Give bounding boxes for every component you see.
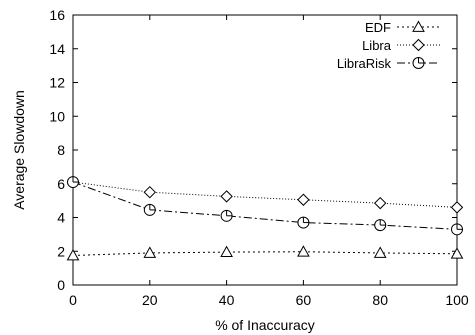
y-axis-label: Average Slowdown [11,90,27,210]
x-tick-label: 0 [69,292,77,308]
legend-label-librarisk: LibraRisk [337,56,392,71]
data-point-edf [143,246,157,258]
series-libra [66,175,464,214]
data-point-edf [297,245,310,257]
x-tick-label: 100 [445,292,469,308]
legend-marker-edf [412,20,425,32]
data-point-edf [66,248,80,261]
y-tick-label: 16 [49,7,65,23]
legend-label-edf: EDF [365,20,391,35]
x-tick-label: 60 [296,292,312,308]
y-tick-label: 0 [57,277,65,293]
y-tick-label: 6 [57,176,65,192]
data-point-edf [373,246,387,258]
ticks: 0 2 4 6 8 10 12 14 16 0 20 40 60 80 100 [49,7,468,308]
legend-item-libra: Libra [362,38,440,53]
data-point-edf [220,245,233,257]
series-line-edf [72,251,458,256]
y-tick-label: 10 [49,108,65,124]
legend-item-librarisk: LibraRisk [337,56,440,71]
y-tick-label: 4 [57,210,65,226]
y-tick-label: 12 [49,75,65,91]
series-edf [66,245,464,261]
x-tick-label: 80 [372,292,388,308]
legend-label-libra: Libra [362,38,392,53]
x-axis-label: % of Inaccuracy [215,317,315,333]
data-point-libra [297,193,310,206]
data-point-libra [143,185,157,199]
series-line-libra [72,181,458,208]
axes [72,14,458,286]
x-tick-label: 20 [142,292,158,308]
legend-item-edf: EDF [365,20,440,35]
x-tick-label: 40 [219,292,235,308]
series-librarisk [67,176,463,236]
series-line-librarisk [72,181,458,230]
data-point-libra [220,190,233,203]
series [66,175,464,261]
y-tick-label: 8 [57,142,65,158]
data-point-libra [373,196,387,210]
y-tick-label: 2 [57,243,65,259]
data-point-libra [450,201,464,214]
data-point-edf [450,247,464,259]
legend-marker-libra [412,38,425,52]
plot-frame [72,14,458,286]
legend: EDF Libra LibraRisk [337,20,440,71]
y-tick-label: 14 [49,41,65,57]
